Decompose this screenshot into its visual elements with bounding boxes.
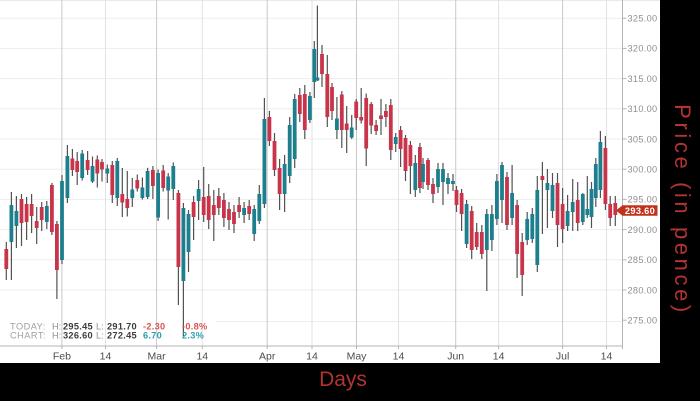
svg-text:Jul: Jul (556, 351, 569, 363)
svg-text:315.00: 315.00 (628, 74, 658, 84)
svg-text:Apr: Apr (259, 351, 276, 363)
svg-text:Feb: Feb (53, 351, 71, 363)
svg-text:14: 14 (601, 351, 613, 363)
svg-text:285.00: 285.00 (628, 255, 658, 265)
svg-text:280.00: 280.00 (628, 285, 658, 295)
svg-text:6.70: 6.70 (143, 330, 162, 340)
svg-text:326.60: 326.60 (63, 330, 93, 340)
svg-text:310.00: 310.00 (628, 104, 658, 114)
svg-text:-2.30: -2.30 (143, 321, 165, 331)
svg-text:293.60: 293.60 (625, 206, 655, 216)
svg-text:TODAY:: TODAY: (10, 321, 46, 331)
svg-text:295.45: 295.45 (63, 321, 93, 331)
svg-text:H:: H: (52, 330, 61, 340)
svg-text:14: 14 (306, 351, 318, 363)
svg-text:H:: H: (52, 321, 61, 331)
svg-text:Mar: Mar (148, 351, 167, 363)
svg-text:295.00: 295.00 (628, 195, 658, 205)
svg-text:L:: L: (96, 321, 104, 331)
svg-text:14: 14 (100, 351, 112, 363)
svg-text:14: 14 (493, 351, 505, 363)
svg-text:14: 14 (393, 351, 405, 363)
svg-text:305.00: 305.00 (628, 134, 658, 144)
svg-text:320.00: 320.00 (628, 44, 658, 54)
svg-text:May: May (347, 351, 368, 363)
svg-text:L:: L: (96, 330, 104, 340)
svg-text:291.70: 291.70 (107, 321, 137, 331)
svg-text:325.00: 325.00 (628, 14, 658, 24)
svg-text:Jun: Jun (447, 351, 464, 363)
svg-text:272.45: 272.45 (107, 330, 137, 340)
svg-text:2.3%: 2.3% (182, 330, 204, 340)
svg-text:300.00: 300.00 (628, 165, 658, 175)
svg-text:275.00: 275.00 (628, 316, 658, 326)
svg-text:-0.8%: -0.8% (182, 321, 208, 331)
svg-text:14: 14 (196, 351, 208, 363)
svg-text:CHART:: CHART: (10, 330, 46, 340)
svg-text:290.00: 290.00 (628, 225, 658, 235)
